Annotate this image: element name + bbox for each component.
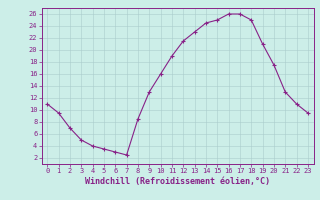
X-axis label: Windchill (Refroidissement éolien,°C): Windchill (Refroidissement éolien,°C) [85, 177, 270, 186]
